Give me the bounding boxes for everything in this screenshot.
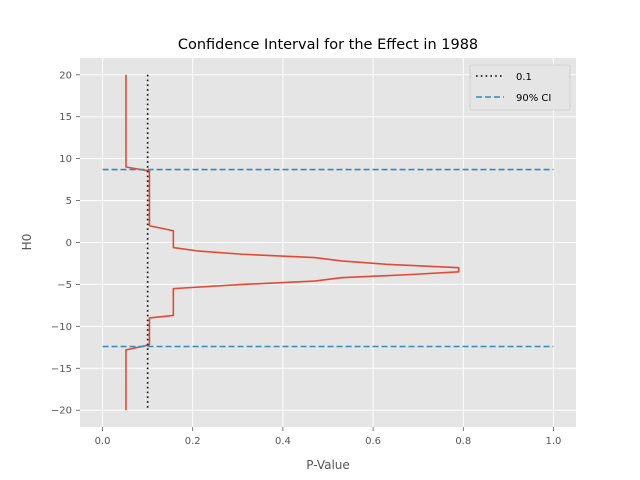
y-axis-title: H0 [20, 234, 34, 251]
y-tick-label: 20 [59, 70, 72, 81]
series-layer [102, 74, 554, 411]
x-axis-title: P-Value [306, 458, 350, 472]
pvalue-curve-line [125, 74, 460, 411]
legend: 0.1 90% CI [469, 64, 571, 111]
legend-box [469, 64, 571, 111]
x-tick-label: 0.8 [455, 436, 471, 447]
x-axis: 0.0 0.2 0.4 0.6 0.8 1.0 [95, 427, 562, 447]
x-tick-label: 1.0 [546, 436, 562, 447]
y-tick-label: 0 [66, 238, 72, 249]
y-tick-label: −10 [51, 322, 72, 333]
y-tick-label: −5 [57, 280, 72, 291]
x-tick-label: 0.0 [95, 436, 111, 447]
x-tick-label: 0.6 [365, 436, 381, 447]
y-tick-label: 15 [59, 112, 72, 123]
y-tick-label: 5 [66, 196, 72, 207]
y-tick-label: −20 [51, 406, 72, 417]
y-tick-label: 10 [59, 154, 72, 165]
legend-label-ci: 90% CI [516, 93, 551, 104]
y-axis: −20 −15 −10 −5 0 5 10 15 20 [51, 70, 80, 417]
x-tick-label: 0.4 [275, 436, 291, 447]
y-tick-label: −15 [51, 364, 72, 375]
chart-title: Confidence Interval for the Effect in 19… [178, 37, 478, 53]
x-tick-label: 0.2 [185, 436, 201, 447]
legend-label-threshold: 0.1 [516, 72, 532, 83]
grid [80, 58, 576, 427]
